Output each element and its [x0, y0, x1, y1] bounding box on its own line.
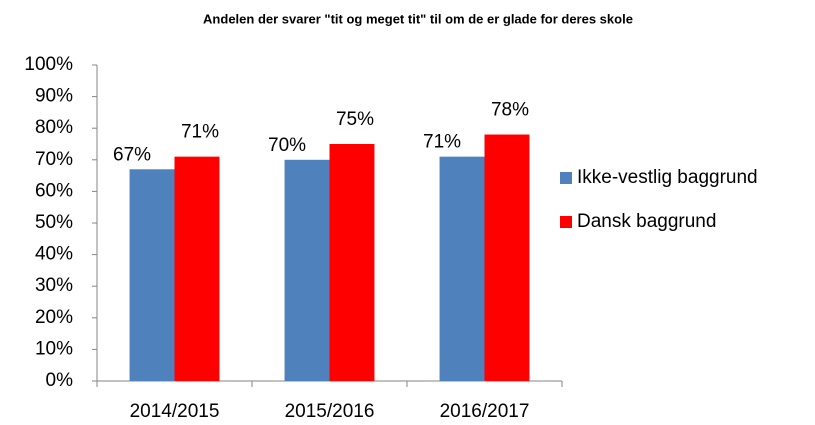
- y-tick-label: 70%: [35, 149, 73, 170]
- value-label: 71%: [181, 122, 219, 143]
- legend-swatch: [560, 216, 572, 228]
- bar: [174, 156, 220, 381]
- y-tick-label: 40%: [35, 244, 73, 265]
- bar: [284, 159, 330, 381]
- x-tick-label: 2015/2016: [285, 401, 375, 422]
- y-tick-label: 10%: [35, 338, 73, 359]
- value-label: 67%: [113, 144, 151, 165]
- y-tick-label: 60%: [35, 180, 73, 201]
- x-tick-label: 2016/2017: [440, 401, 530, 422]
- value-label: 75%: [336, 109, 374, 130]
- bar: [129, 169, 175, 381]
- chart-title: Andelen der svarer "tit og meget tit" ti…: [203, 11, 633, 26]
- value-label: 78%: [491, 100, 529, 121]
- y-tick-label: 80%: [35, 117, 73, 138]
- value-label: 70%: [268, 135, 306, 156]
- bar: [484, 134, 530, 381]
- x-tick-label: 2014/2015: [130, 401, 220, 422]
- y-tick-label: 100%: [24, 54, 73, 75]
- bar: [439, 156, 485, 381]
- legend-label: Dansk baggrund: [577, 211, 716, 232]
- value-label: 71%: [423, 132, 461, 153]
- y-tick-label: 90%: [35, 86, 73, 107]
- legend-label: Ikke-vestlig baggrund: [577, 167, 758, 188]
- legend-swatch: [560, 172, 572, 184]
- y-tick-label: 30%: [35, 275, 73, 296]
- y-tick-label: 0%: [46, 370, 74, 391]
- y-tick-label: 20%: [35, 307, 73, 328]
- bar: [329, 144, 375, 381]
- y-tick-label: 50%: [35, 212, 73, 233]
